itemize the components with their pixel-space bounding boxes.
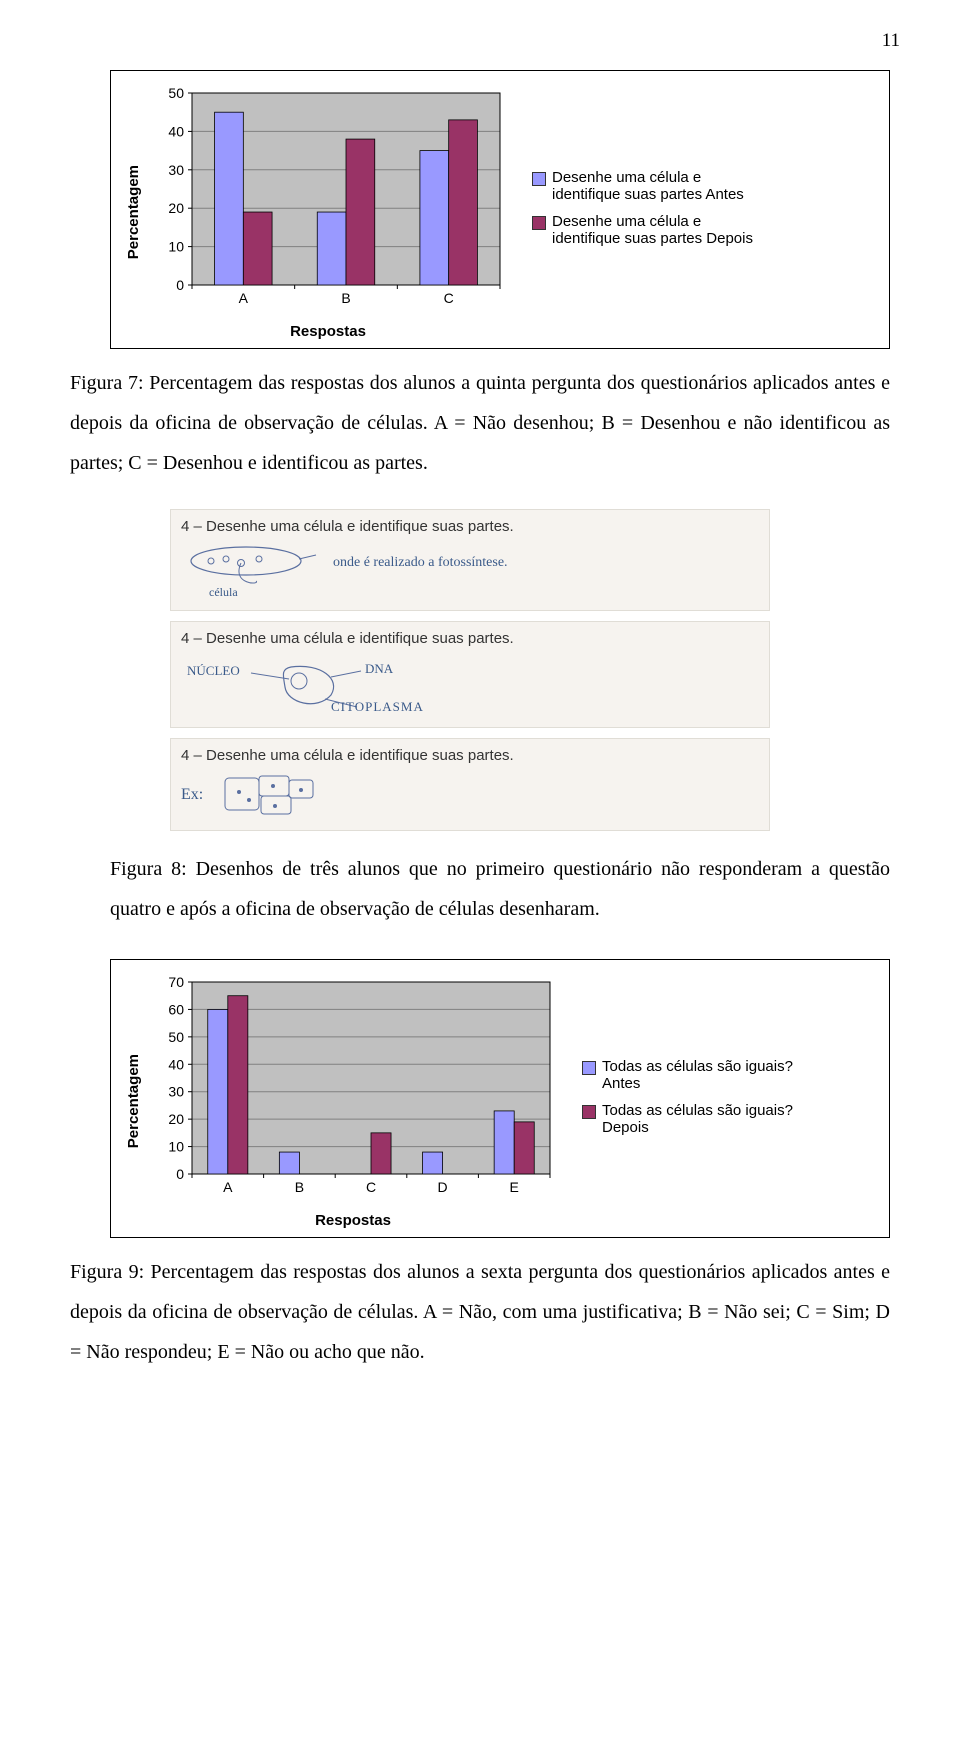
student-drawing-2: 4 – Desenhe uma célula e identifique sua… [170,621,770,728]
scan-prompt: 4 – Desenhe uma célula e identifique sua… [181,630,759,647]
legend-label: Desenhe uma célula e identifique suas pa… [552,213,772,247]
page: 11 Percentagem 0 10 20 30 40 50 A B C Respostas … [0,0,960,1452]
chart2-plot: 0 10 20 30 40 50 60 70 A B C D E [148,974,558,1204]
svg-text:0: 0 [176,1166,184,1182]
scan2-label-cito: CITOPLASMA [331,699,424,715]
svg-text:60: 60 [168,1001,184,1017]
legend-label: Desenhe uma célula e identifique suas pa… [552,169,772,203]
scan-prompt: 4 – Desenhe uma célula e identifique sua… [181,518,759,535]
cell-sketch-icon [181,541,321,585]
svg-text:E: E [510,1179,519,1195]
scan1-label: onde é realizado a fotossíntese. [333,555,508,571]
svg-text:10: 10 [168,1139,184,1155]
legend-swatch [532,216,546,230]
svg-text:50: 50 [168,1029,184,1045]
chart2-xlabel: Respostas [148,1212,558,1229]
scan3-prefix: Ex: [181,786,203,804]
legend-item: Todas as células são iguais? Depois [582,1102,822,1136]
chart1-ylabel: Percentagem [125,165,142,259]
chart-figure-9: Percentagem 0 10 20 30 40 50 60 70 A B C D E Respost… [110,959,890,1238]
svg-text:B: B [295,1179,304,1195]
chart2-ylabel: Percentagem [125,1054,142,1148]
svg-text:40: 40 [168,123,184,139]
cell-sketch-icon [215,770,335,820]
svg-text:10: 10 [168,239,184,255]
svg-text:A: A [223,1179,233,1195]
svg-text:50: 50 [168,85,184,101]
svg-text:C: C [444,290,454,306]
legend-swatch [582,1061,596,1075]
svg-text:A: A [239,290,249,306]
legend-swatch [582,1105,596,1119]
svg-text:C: C [366,1179,376,1195]
scan2-label-dna: DNA [365,661,393,677]
legend-item: Desenhe uma célula e identifique suas pa… [532,169,772,203]
student-drawing-3: 4 – Desenhe uma célula e identifique sua… [170,738,770,831]
chart1-xlabel: Respostas [148,323,508,340]
chart1-plot: 0 10 20 30 40 50 A B C [148,85,508,315]
svg-text:30: 30 [168,162,184,178]
chart2-legend: Todas as células são iguais? Antes Todas … [582,1058,822,1146]
caption-figure-9: Figura 9: Percentagem das respostas dos … [70,1252,890,1372]
svg-text:20: 20 [168,200,184,216]
scan-prompt: 4 – Desenhe uma célula e identifique sua… [181,747,759,764]
svg-text:30: 30 [168,1084,184,1100]
svg-text:0: 0 [176,277,184,293]
caption-figure-7: Figura 7: Percentagem das respostas dos … [70,363,890,483]
legend-item: Todas as células são iguais? Antes [582,1058,822,1092]
svg-text:20: 20 [168,1111,184,1127]
svg-text:B: B [341,290,350,306]
svg-text:70: 70 [168,974,184,990]
page-number: 11 [882,30,900,52]
legend-label: Todas as células são iguais? Depois [602,1102,822,1136]
legend-swatch [532,172,546,186]
student-drawing-1: 4 – Desenhe uma célula e identifique sua… [170,509,770,611]
chart1-legend: Desenhe uma célula e identifique suas pa… [532,169,772,257]
svg-text:D: D [438,1179,448,1195]
legend-label: Todas as células são iguais? Antes [602,1058,822,1092]
student-drawings: 4 – Desenhe uma célula e identifique sua… [170,509,770,831]
svg-text:40: 40 [168,1056,184,1072]
legend-item: Desenhe uma célula e identifique suas pa… [532,213,772,247]
chart-figure-7: Percentagem 0 10 20 30 40 50 A B C Respostas Des… [110,70,890,349]
scan2-label-nucleo: NÚCLEO [187,663,240,679]
scan1-word: célula [209,585,759,600]
caption-figure-8: Figura 8: Desenhos de três alunos que no… [110,849,890,929]
